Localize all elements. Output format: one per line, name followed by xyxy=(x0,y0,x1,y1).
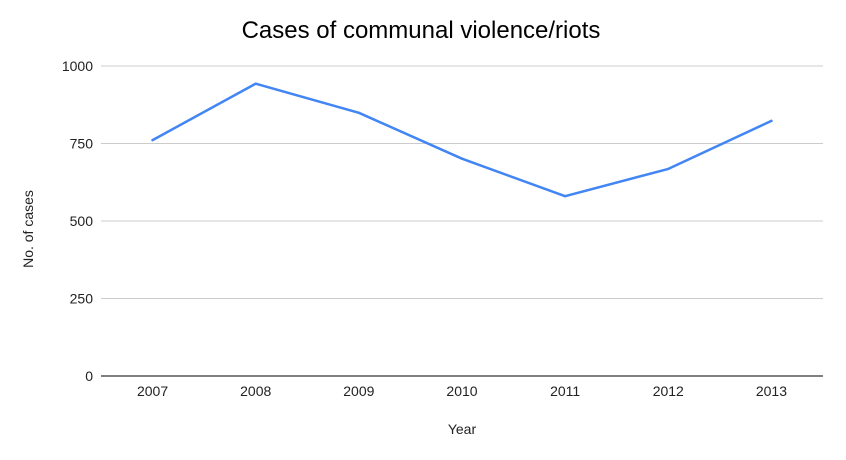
y-tick-label-4: 1000 xyxy=(62,58,93,74)
series-lines xyxy=(151,82,773,198)
gridlines xyxy=(101,65,823,299)
x-axis-label: Year xyxy=(448,421,477,437)
x-tick-label-6: 2013 xyxy=(756,383,787,399)
data-point-0-2 xyxy=(357,111,361,115)
data-point-0-6 xyxy=(770,119,773,123)
y-tick-label-1: 250 xyxy=(70,291,94,307)
x-tick-label-2: 2009 xyxy=(343,383,374,399)
y-tick-label-0: 0 xyxy=(85,368,93,384)
x-tick-label-3: 2010 xyxy=(446,383,477,399)
x-tick-label-4: 2011 xyxy=(550,383,580,399)
chart-title: Cases of communal violence/riots xyxy=(242,17,601,44)
series-line-0 xyxy=(151,82,773,198)
data-point-0-0 xyxy=(151,138,154,142)
data-point-0-4 xyxy=(563,195,567,198)
y-tick-label-3: 750 xyxy=(70,136,94,152)
x-tick-label-1: 2008 xyxy=(240,383,271,399)
data-point-0-5 xyxy=(667,167,670,171)
y-axis-label: No. of cases xyxy=(20,190,36,268)
data-point-0-1 xyxy=(254,82,257,85)
x-axis-ticks: 2007 2008 2009 2010 2011 2012 2013 xyxy=(137,383,787,399)
y-tick-label-2: 500 xyxy=(70,213,94,229)
x-tick-label-5: 2012 xyxy=(653,383,684,399)
y-axis-ticks: 0 250 500 750 1000 xyxy=(62,58,93,384)
x-tick-label-0: 2007 xyxy=(137,383,168,399)
data-point-0-3 xyxy=(460,157,464,160)
